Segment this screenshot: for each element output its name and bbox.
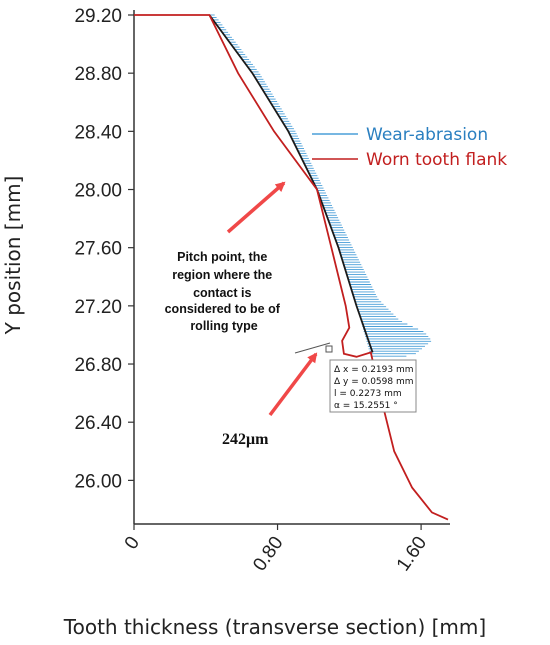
worn-tooth-flank-line — [134, 14, 449, 521]
measurement-line — [294, 342, 331, 354]
pitch-text-line: region where the — [172, 268, 272, 282]
pitch-text-line: considered to be of — [165, 302, 281, 316]
measurement-line-text: l = 0.2273 mm — [334, 389, 402, 399]
x-axis-ticks: 0 0.80 1.60 — [121, 524, 431, 575]
pitch-text: Pitch point, the region where the contac… — [165, 250, 284, 333]
wear-abrasion-band — [209, 14, 432, 357]
y-tick-label: 29.20 — [74, 6, 122, 27]
measurement-marker — [325, 345, 333, 353]
depth-annotation: 242μm — [222, 352, 318, 448]
y-tick-label: 27.20 — [74, 297, 122, 318]
measurement-line-text: α = 15.2551 ° — [334, 401, 398, 411]
depth-arrow — [268, 352, 318, 417]
y-tick-label: 26.00 — [74, 471, 122, 492]
y-axis-ticks: 29.20 28.80 28.40 28.00 27.60 27.20 26.80 26.40… — [74, 6, 134, 492]
legend-label-wear: Wear-abrasion — [366, 125, 488, 145]
y-axis-title: Y position [mm] — [1, 176, 25, 336]
pitch-text-line: contact is — [193, 286, 251, 300]
legend-label-worn: Worn tooth flank — [366, 150, 507, 170]
measurement-line-text: Δ y = 0.0598 mm — [334, 377, 414, 387]
measurement-annotation: Δ x = 0.2193 mm Δ y = 0.0598 mm l = 0.22… — [294, 342, 417, 413]
pitch-text-line: Pitch point, the — [177, 250, 267, 264]
legend: Wear-abrasion Worn tooth flank — [312, 125, 507, 170]
measurement-line-text: Δ x = 0.2193 mm — [334, 365, 414, 375]
pitch-text-line: rolling type — [190, 319, 257, 333]
y-tick-label: 27.60 — [74, 239, 122, 260]
x-tick-label: 1.60 — [393, 533, 431, 575]
depth-label: 242μm — [222, 431, 269, 448]
x-tick-label: 0 — [121, 533, 144, 554]
y-tick-label: 28.40 — [74, 122, 122, 143]
measurement-box — [329, 359, 417, 413]
x-tick-label: 0.80 — [249, 533, 287, 575]
y-tick-label: 26.40 — [74, 413, 122, 434]
pitch-arrow — [226, 181, 286, 234]
measurement-text: Δ x = 0.2193 mm Δ y = 0.0598 mm l = 0.22… — [334, 365, 416, 411]
y-tick-label: 28.80 — [74, 64, 122, 85]
x-axis-title: Tooth thickness (transverse section) [mm… — [63, 615, 486, 639]
y-tick-label: 26.80 — [74, 355, 122, 376]
y-tick-label: 28.00 — [74, 181, 122, 202]
pitch-point-annotation: Pitch point, the region where the contac… — [165, 181, 286, 333]
